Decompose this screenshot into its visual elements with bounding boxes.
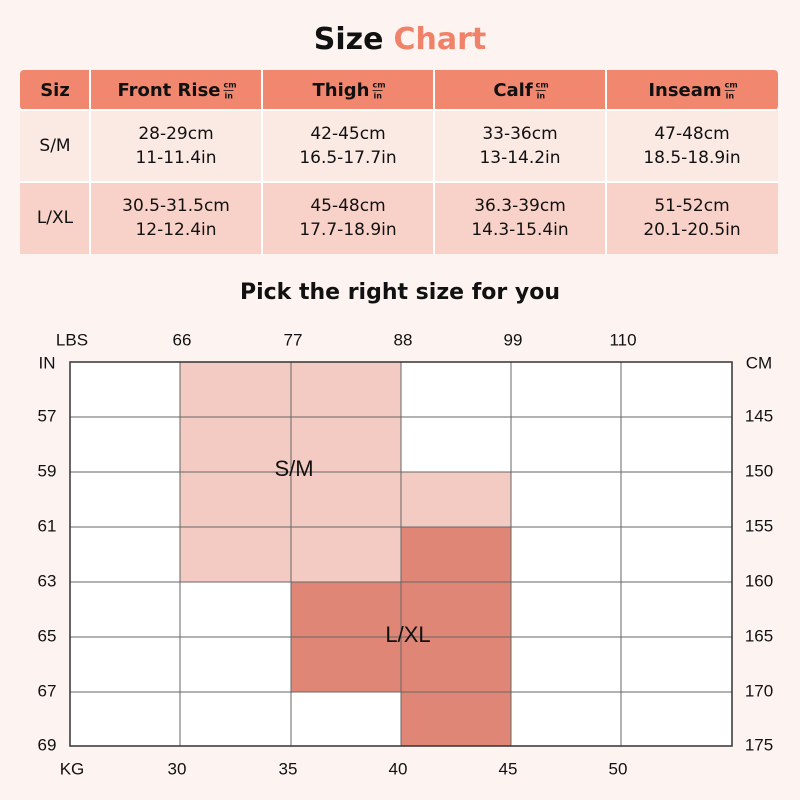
- header-unit: in: [225, 92, 234, 101]
- header-label: Thigh: [313, 80, 370, 101]
- axis-label: CM: [746, 353, 772, 372]
- size-cell: L/XL: [37, 208, 74, 228]
- axis-tick: 63: [38, 571, 57, 590]
- axis-tick: 165: [745, 626, 773, 645]
- axis-tick: 110: [609, 330, 636, 349]
- axis-tick: 77: [284, 330, 303, 349]
- size-cell: S/M: [39, 136, 70, 156]
- grid-border: [69, 361, 733, 747]
- table-cell: 30.5-31.5cm: [122, 196, 230, 216]
- table-header-bg: [20, 70, 778, 110]
- table-cell: 11-11.4in: [135, 148, 216, 168]
- guide-title: Pick the right size for you: [240, 280, 560, 305]
- header-unit: in: [726, 92, 735, 101]
- table-cell: 45-48cm: [310, 196, 385, 216]
- table-cell: 16.5-17.7in: [299, 148, 396, 168]
- title-second: Chart: [393, 22, 486, 57]
- axis-tick: 66: [173, 330, 192, 349]
- region-label: S/M: [274, 456, 313, 481]
- axis-tick: 155: [745, 516, 773, 535]
- axis-tick: 175: [745, 735, 773, 754]
- axis-label: KG: [60, 759, 85, 778]
- axis-label: LBS: [56, 330, 88, 349]
- axis-tick: 88: [394, 330, 413, 349]
- axis-tick: 67: [38, 681, 57, 700]
- axis-tick: 65: [38, 626, 57, 645]
- axis-tick: 99: [504, 330, 523, 349]
- table-cell: 28-29cm: [138, 124, 213, 144]
- table-cell: 17.7-18.9in: [299, 220, 396, 240]
- axis-tick: 69: [38, 735, 57, 754]
- table-row-bg: [20, 182, 778, 254]
- axis-tick: 150: [745, 461, 773, 480]
- table-cell: 33-36cm: [482, 124, 557, 144]
- axis-tick: 40: [389, 759, 408, 778]
- region-label: L/XL: [385, 622, 430, 647]
- table-row-bg: [20, 110, 778, 182]
- header-unit: in: [537, 92, 546, 101]
- table-cell: 12-12.4in: [135, 220, 216, 240]
- axis-tick: 57: [38, 406, 57, 425]
- table-cell: 20.1-20.5in: [643, 220, 740, 240]
- page-title: Size Chart: [314, 22, 486, 57]
- axis-tick: 30: [168, 759, 187, 778]
- table-cell: 14.3-15.4in: [471, 220, 568, 240]
- axis-tick: 35: [279, 759, 298, 778]
- table-dividers: [20, 70, 778, 254]
- axis-tick: 50: [609, 759, 628, 778]
- table-cell: 36.3-39cm: [474, 196, 566, 216]
- header-label: Inseam: [648, 80, 721, 101]
- header-unit: cm: [536, 81, 549, 90]
- axis-tick: 61: [38, 516, 57, 535]
- axis-tick: 45: [499, 759, 518, 778]
- axis-tick: 160: [745, 571, 773, 590]
- header-label: Front Rise: [117, 80, 220, 101]
- axis-tick: 59: [38, 461, 57, 480]
- table-cell: 18.5-18.9in: [643, 148, 740, 168]
- header-unit: cm: [725, 81, 738, 90]
- axis-tick: 145: [745, 406, 773, 425]
- header-label: Calf: [493, 80, 533, 101]
- table-cell: 51-52cm: [654, 196, 729, 216]
- axis-tick: 170: [745, 681, 773, 700]
- table-cell: 13-14.2in: [479, 148, 560, 168]
- title-first: Size: [314, 22, 384, 57]
- table-cell: 47-48cm: [654, 124, 729, 144]
- axis-label: IN: [39, 353, 56, 372]
- region-sm: [401, 472, 511, 527]
- header-unit: in: [373, 92, 382, 101]
- header-unit: cm: [224, 81, 237, 90]
- header-label: Siz: [40, 80, 70, 101]
- table-cell: 42-45cm: [310, 124, 385, 144]
- header-unit: cm: [372, 81, 385, 90]
